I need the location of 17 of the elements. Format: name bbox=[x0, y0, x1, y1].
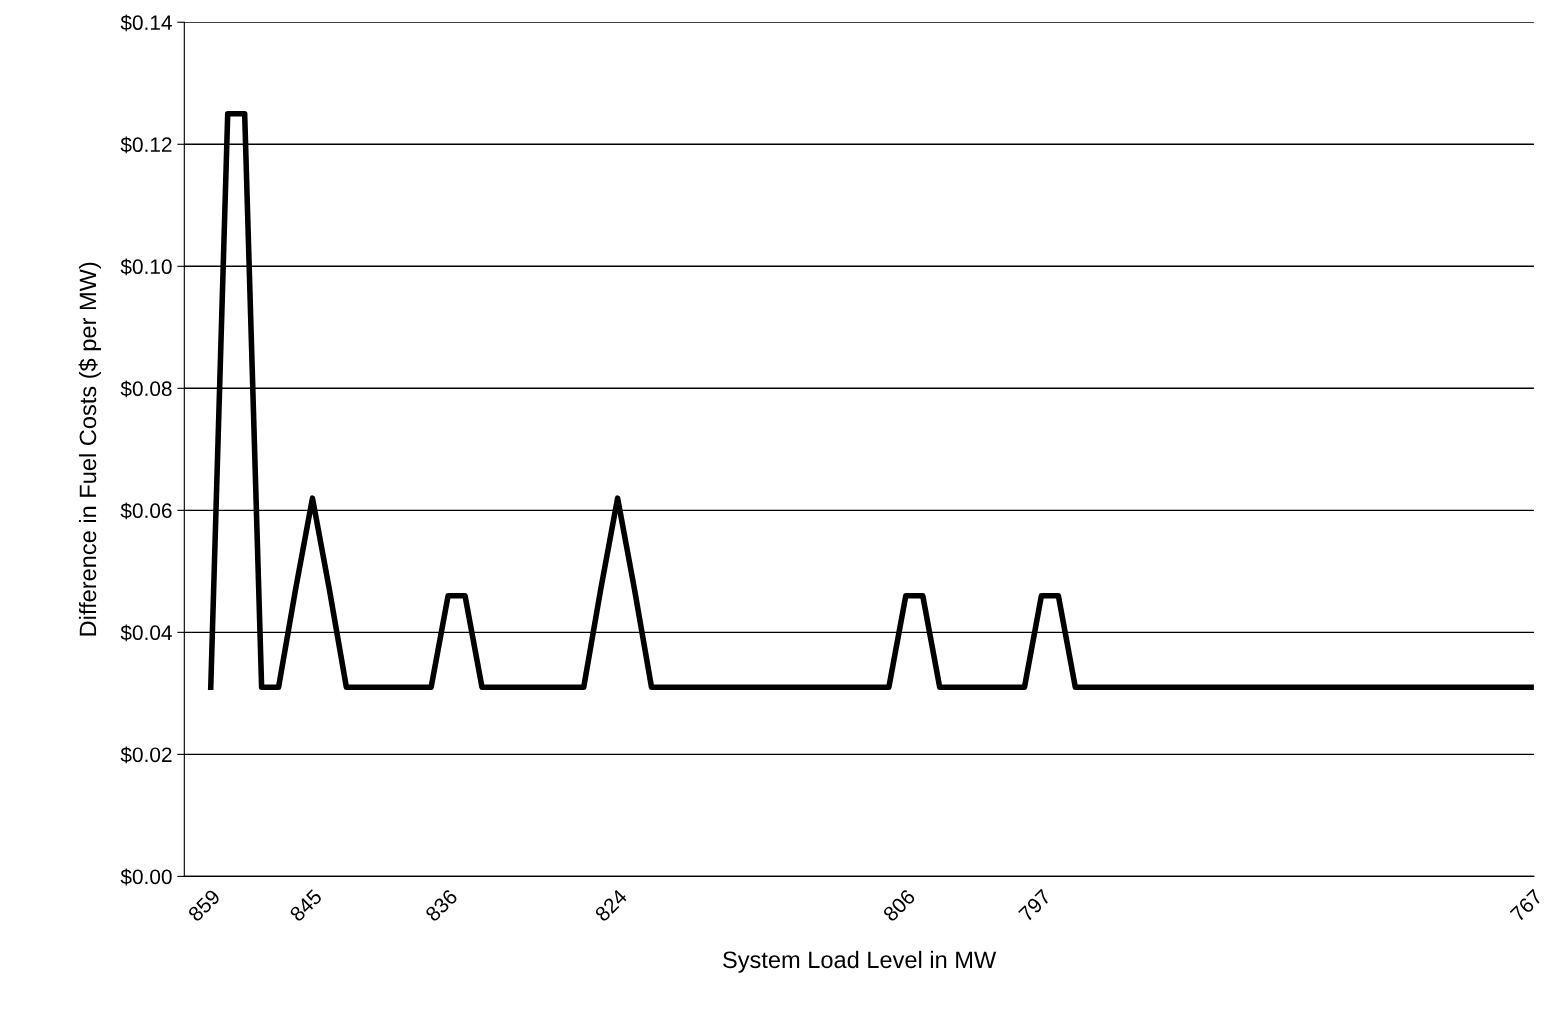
x-tick-label: 824 bbox=[594, 888, 629, 923]
x-tick-label: 836 bbox=[424, 888, 459, 923]
y-tick-label: $0.10 bbox=[120, 258, 172, 276]
y-tick-label: $0.14 bbox=[120, 14, 172, 32]
y-tick-label: $0.12 bbox=[120, 136, 172, 154]
x-tick-label: 859 bbox=[187, 888, 221, 923]
x-tick-label: 806 bbox=[882, 888, 916, 923]
y-tick-label: $0.00 bbox=[120, 868, 172, 886]
x-tick-label: 767 bbox=[1509, 888, 1544, 923]
y-tick-label: $0.06 bbox=[120, 502, 172, 520]
y-tick-label: $0.08 bbox=[120, 380, 172, 398]
y-axis-title: Difference in Fuel Costs ($ per MW) bbox=[78, 262, 101, 636]
y-tick-label: $0.04 bbox=[120, 624, 172, 642]
y-tick-label: $0.02 bbox=[120, 746, 172, 764]
x-tick-label: 797 bbox=[1017, 888, 1052, 923]
x-tick-label: 845 bbox=[288, 888, 323, 923]
x-axis-title: System Load Level in MW bbox=[723, 950, 997, 973]
